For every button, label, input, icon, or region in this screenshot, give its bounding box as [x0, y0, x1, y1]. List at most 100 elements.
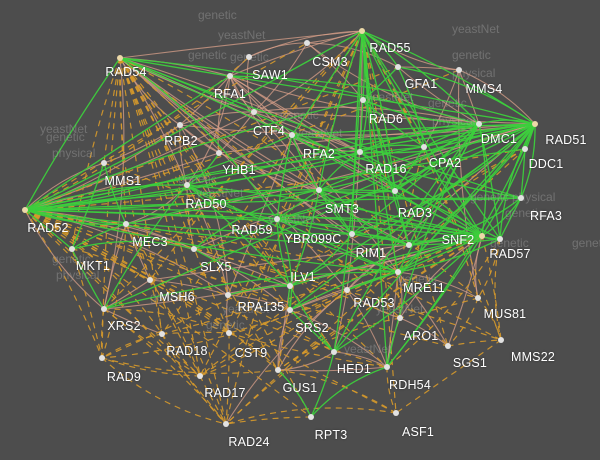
node-label-ctf4[interactable]: CTF4	[252, 124, 286, 138]
graph-node-asf1[interactable]	[393, 410, 399, 416]
graph-node-rad54[interactable]	[117, 55, 123, 61]
node-label-rad3[interactable]: RAD3	[397, 206, 433, 220]
node-label-mms22[interactable]: MMS22	[510, 350, 556, 364]
graph-node-rad9[interactable]	[99, 355, 105, 361]
node-label-srs2[interactable]: SRS2	[295, 321, 329, 335]
node-label-mms4[interactable]: MMS4	[465, 82, 503, 96]
node-label-msh6[interactable]: MSH6	[159, 290, 195, 304]
node-label-csm3[interactable]: CSM3	[312, 55, 348, 69]
graph-node-mre11[interactable]	[395, 269, 401, 275]
node-label-yhb1[interactable]: YHB1	[222, 163, 256, 177]
node-label-rfa1[interactable]: RFA1	[213, 87, 247, 101]
graph-node-mms22[interactable]	[498, 337, 504, 343]
graph-node-yhb1[interactable]	[216, 150, 222, 156]
node-label-cst9[interactable]: CST9	[234, 346, 268, 360]
node-label-rad53[interactable]: RAD53	[353, 296, 395, 310]
graph-node-rad59[interactable]	[274, 216, 280, 222]
node-label-mre11[interactable]: MRE11	[403, 281, 445, 295]
graph-node-mkt1[interactable]	[69, 246, 75, 252]
graph-node-mms1[interactable]	[101, 160, 107, 166]
node-label-ybr099c[interactable]: YBR099C	[284, 232, 342, 246]
graph-node-rad57[interactable]	[497, 236, 503, 242]
graph-node-rim1[interactable]	[406, 242, 412, 248]
graph-node-hed1[interactable]	[331, 349, 337, 355]
graph-node-msh6[interactable]	[147, 277, 153, 283]
graph-node-gfa1[interactable]	[395, 64, 401, 70]
node-label-dmc1[interactable]: DMC1	[480, 132, 518, 146]
graph-node-rad18[interactable]	[159, 331, 165, 337]
node-label-rad52[interactable]: RAD52	[27, 221, 69, 235]
graph-node-ddc1[interactable]	[522, 146, 528, 152]
node-label-rad17[interactable]: RAD17	[204, 386, 246, 400]
node-label-rim1[interactable]: RIM1	[355, 246, 387, 260]
graph-node-rad51[interactable]	[532, 121, 538, 127]
node-label-rad59[interactable]: RAD59	[231, 223, 273, 237]
graph-node-ilv1[interactable]	[287, 283, 293, 289]
graph-node-rad24[interactable]	[223, 421, 229, 427]
graph-node-slx5[interactable]	[191, 246, 197, 252]
graph-node-csm3[interactable]	[304, 40, 310, 46]
node-label-rad50[interactable]: RAD50	[185, 197, 227, 211]
node-label-rpa135[interactable]: RPA135	[237, 300, 285, 314]
graph-node-rad6[interactable]	[360, 97, 366, 103]
graph-node-cst9[interactable]	[226, 330, 232, 336]
node-label-ddc1[interactable]: DDC1	[528, 157, 564, 171]
graph-node-aro1[interactable]	[397, 315, 403, 321]
graph-node-gus1[interactable]	[275, 367, 281, 373]
node-label-smt3[interactable]: SMT3	[324, 202, 360, 216]
node-label-xrs2[interactable]: XRS2	[107, 319, 141, 333]
node-label-rfa2[interactable]: RFA2	[302, 147, 336, 161]
graph-node-smt3[interactable]	[316, 187, 322, 193]
node-label-gus1[interactable]: GUS1	[282, 381, 318, 395]
node-label-aro1[interactable]: ARO1	[403, 329, 439, 343]
graph-node-rfa2[interactable]	[289, 132, 295, 138]
node-label-rfa3[interactable]: RFA3	[529, 209, 563, 223]
node-label-cpa2[interactable]: CPA2	[428, 156, 462, 170]
node-label-slx5[interactable]: SLX5	[200, 260, 232, 274]
node-label-rpb2[interactable]: RPB2	[164, 134, 198, 148]
graph-node-rad17[interactable]	[197, 373, 203, 379]
graph-node-ybr099c[interactable]	[349, 231, 355, 237]
node-label-rad24[interactable]: RAD24	[228, 435, 270, 449]
graph-node-rad50[interactable]	[184, 182, 190, 188]
graph-node-rpa135[interactable]	[225, 292, 231, 298]
graph-node-rad52[interactable]	[22, 207, 28, 213]
graph-node-rpt3[interactable]	[308, 414, 314, 420]
node-label-rad9[interactable]: RAD9	[106, 370, 142, 384]
graph-node-sgs1[interactable]	[445, 343, 451, 349]
node-label-rad18[interactable]: RAD18	[166, 344, 208, 358]
node-label-rad16[interactable]: RAD16	[365, 162, 407, 176]
node-label-saw1[interactable]: SAW1	[252, 68, 288, 82]
node-label-gfa1[interactable]: GFA1	[404, 77, 438, 91]
node-label-mus81[interactable]: MUS81	[483, 307, 527, 321]
node-label-rad51[interactable]: RAD51	[545, 133, 587, 147]
graph-node-rad53[interactable]	[344, 287, 350, 293]
node-label-mkt1[interactable]: MKT1	[75, 259, 111, 273]
node-label-mec3[interactable]: MEC3	[132, 235, 168, 249]
graph-node-rpb2[interactable]	[177, 122, 183, 128]
graph-node-mus81[interactable]	[475, 295, 481, 301]
graph-node-srs2[interactable]	[287, 307, 293, 313]
graph-node-rad16[interactable]	[357, 149, 363, 155]
graph-node-rfa1[interactable]	[227, 73, 233, 79]
graph-node-xrs2[interactable]	[101, 306, 107, 312]
graph-node-mec3[interactable]	[123, 221, 129, 227]
node-label-rad6[interactable]: RAD6	[368, 112, 404, 126]
node-label-sgs1[interactable]: SGS1	[452, 356, 488, 370]
node-label-snf2[interactable]: SNF2	[441, 233, 475, 247]
node-label-rad55[interactable]: RAD55	[369, 41, 411, 55]
graph-node-rfa3[interactable]	[518, 195, 524, 201]
node-label-rdh54[interactable]: RDH54	[389, 378, 431, 392]
graph-node-cpa2[interactable]	[421, 144, 427, 150]
graph-node-ctf4[interactable]	[251, 109, 257, 115]
node-label-mms1[interactable]: MMS1	[104, 174, 142, 188]
node-label-rad54[interactable]: RAD54	[105, 65, 147, 79]
node-label-rpt3[interactable]: RPT3	[314, 428, 348, 442]
graph-node-rad55[interactable]	[359, 28, 365, 34]
node-label-ilv1[interactable]: ILV1	[290, 270, 316, 284]
graph-node-rdh54[interactable]	[384, 364, 390, 370]
graph-node-rad3[interactable]	[392, 188, 398, 194]
node-label-hed1[interactable]: HED1	[336, 362, 372, 376]
graph-node-mms4[interactable]	[456, 67, 462, 73]
